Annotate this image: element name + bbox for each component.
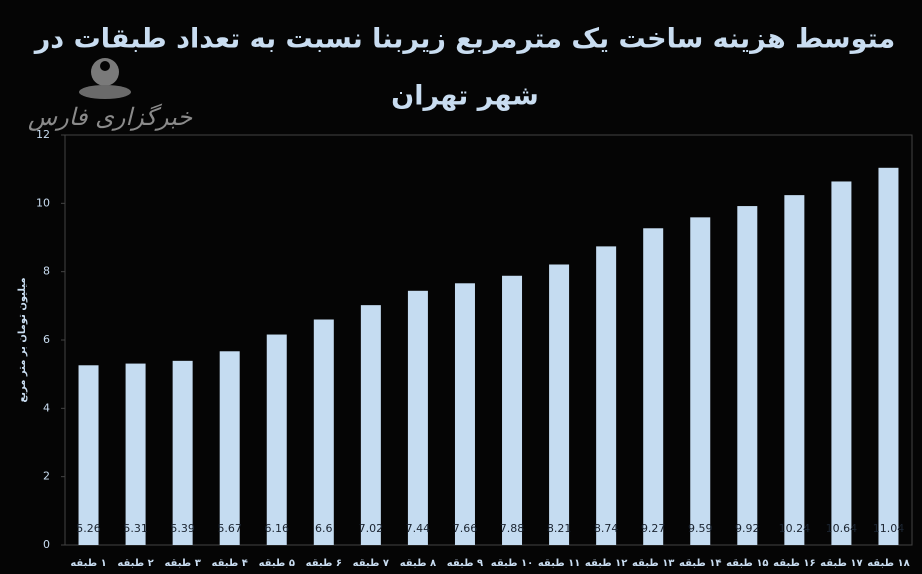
x-tick-label: ۸ طبقه <box>400 558 436 569</box>
x-tick-label: ۶ طبقه <box>306 558 342 569</box>
y-tick-label: 12 <box>36 128 50 141</box>
bar <box>172 360 193 545</box>
x-tick-label: ۷ طبقه <box>353 558 389 569</box>
x-tick-label: ۱۱ طبقه <box>538 558 580 569</box>
x-tick-label: ۵ طبقه <box>259 558 295 569</box>
x-tick-label: ۲ طبقه <box>117 558 153 569</box>
value-label: 8.74 <box>594 522 619 535</box>
x-tick-label: ۱۵ طبقه <box>726 558 768 569</box>
value-label: 5.67 <box>217 522 242 535</box>
bar <box>502 275 523 545</box>
value-label: 9.59 <box>688 522 713 535</box>
y-tick-label: 10 <box>36 196 50 209</box>
bar <box>360 305 381 545</box>
x-tick-label: ۱۶ طبقه <box>773 558 815 569</box>
value-label: 7.88 <box>500 522 525 535</box>
bar <box>690 217 711 545</box>
bar <box>266 334 287 545</box>
bar <box>737 206 758 546</box>
y-tick-label: 2 <box>43 470 50 483</box>
y-axis-label: میلیون تومان بر متر مربع <box>17 277 28 402</box>
bar <box>125 363 146 545</box>
chart-title: شهر تهران <box>391 81 539 112</box>
bar <box>219 351 240 545</box>
value-label: 8.21 <box>547 522 572 535</box>
value-label: 10.64 <box>826 522 858 535</box>
x-tick-label: ۱۰ طبقه <box>491 558 533 569</box>
y-tick-label: 6 <box>43 333 50 346</box>
value-label: 9.27 <box>641 522 666 535</box>
x-tick-label: ۹ طبقه <box>447 558 483 569</box>
value-label: 7.44 <box>406 522 431 535</box>
x-tick-label: ۱ طبقه <box>70 558 106 569</box>
bar <box>78 365 99 545</box>
bar <box>407 290 428 545</box>
value-label: 5.31 <box>123 522 148 535</box>
value-label: 5.26 <box>76 522 101 535</box>
bar <box>643 228 664 545</box>
watermark: خبرگزاری فارس <box>28 103 192 131</box>
value-label: 5.39 <box>170 522 195 535</box>
y-tick-label: 8 <box>43 265 50 278</box>
bar <box>596 246 617 545</box>
bar <box>784 195 805 545</box>
x-tick-label: ۴ طبقه <box>212 558 248 569</box>
value-label: 7.02 <box>359 522 384 535</box>
x-tick-label: ۱۷ طبقه <box>820 558 862 569</box>
bar <box>313 319 334 545</box>
bar <box>454 283 475 545</box>
bar <box>549 264 570 545</box>
value-label: 9.92 <box>735 522 760 535</box>
x-tick-label: ۱۴ طبقه <box>679 558 721 569</box>
x-tick-label: ۳ طبقه <box>164 558 200 569</box>
value-label: 7.66 <box>453 522 478 535</box>
watermark-logo <box>79 58 131 99</box>
value-label: 10.24 <box>779 522 811 535</box>
y-tick-label: 0 <box>43 538 50 551</box>
chart-title: متوسط هزینه ساخت یک مترمربع زیربنا نسبت … <box>33 24 895 55</box>
x-tick-label: ۱۳ طبقه <box>632 558 674 569</box>
value-label: 11.04 <box>873 522 905 535</box>
x-tick-label: ۱۲ طبقه <box>585 558 627 569</box>
bar <box>831 181 852 545</box>
y-tick-label: 4 <box>43 401 50 414</box>
bar <box>878 167 899 546</box>
x-tick-label: ۱۸ طبقه <box>867 558 909 569</box>
value-label: 6.16 <box>265 522 290 535</box>
value-label: 6.6 <box>315 522 333 535</box>
